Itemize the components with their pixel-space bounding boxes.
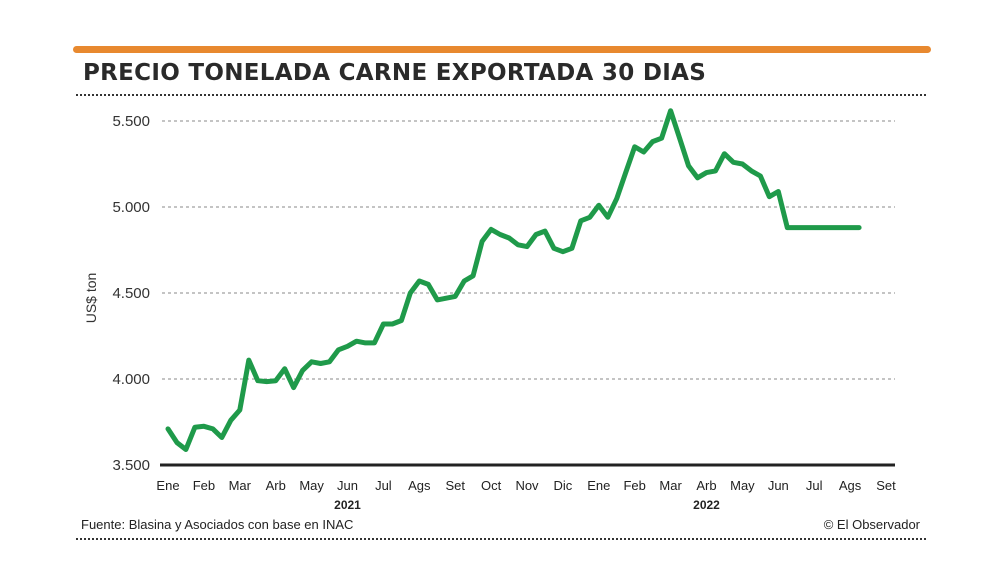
x-tick-label: Jun <box>768 478 789 493</box>
y-axis-ticks: 3.500 4.000 4.500 5.000 5.500 <box>112 113 150 474</box>
y-tick-label: 5.000 <box>112 199 150 216</box>
x-tick-label: May <box>730 478 755 493</box>
y-axis-label: US$ ton <box>83 273 99 324</box>
y-tick-label: 4.500 <box>112 285 150 302</box>
y-tick-label: 3.500 <box>112 457 150 474</box>
x-tick-label: Jun <box>337 478 358 493</box>
x-tick-label: Ene <box>156 478 179 493</box>
x-tick-label: Ene <box>587 478 610 493</box>
year-label: 2021 <box>334 498 361 512</box>
footer-divider <box>76 538 926 540</box>
x-tick-label: Feb <box>623 478 645 493</box>
y-tick-label: 5.500 <box>112 113 150 130</box>
x-tick-label: Mar <box>229 478 252 493</box>
accent-bar <box>73 46 931 53</box>
credit-note: © El Observador <box>823 517 920 532</box>
x-tick-label: Dic <box>554 478 573 493</box>
x-tick-label: Oct <box>481 478 502 493</box>
x-tick-label: Jul <box>806 478 823 493</box>
x-tick-label: Mar <box>659 478 682 493</box>
source-note: Fuente: Blasina y Asociados con base en … <box>81 517 354 532</box>
price-series-line <box>165 108 862 452</box>
x-tick-label: Jul <box>375 478 392 493</box>
year-labels: 2021 2022 <box>334 498 720 512</box>
x-tick-label: Ags <box>408 478 431 493</box>
x-tick-label: Feb <box>193 478 215 493</box>
x-tick-label: May <box>299 478 324 493</box>
title-divider <box>76 94 926 96</box>
year-label: 2022 <box>693 498 720 512</box>
x-tick-label: Set <box>876 478 896 493</box>
grid-lines <box>162 120 895 380</box>
x-axis-ticks: Ene Feb Mar Arb May Jun Jul Ags Set Oct Nov Dic Ene F… <box>156 478 896 493</box>
x-tick-label: Nov <box>515 478 539 493</box>
x-tick-label: Ags <box>839 478 862 493</box>
y-tick-label: 4.000 <box>112 371 150 388</box>
x-tick-label: Set <box>445 478 465 493</box>
x-tick-label: Arb <box>696 478 716 493</box>
chart-title: PRECIO TONELADA CARNE EXPORTADA 30 DIAS <box>83 60 707 86</box>
x-tick-label: Arb <box>266 478 286 493</box>
